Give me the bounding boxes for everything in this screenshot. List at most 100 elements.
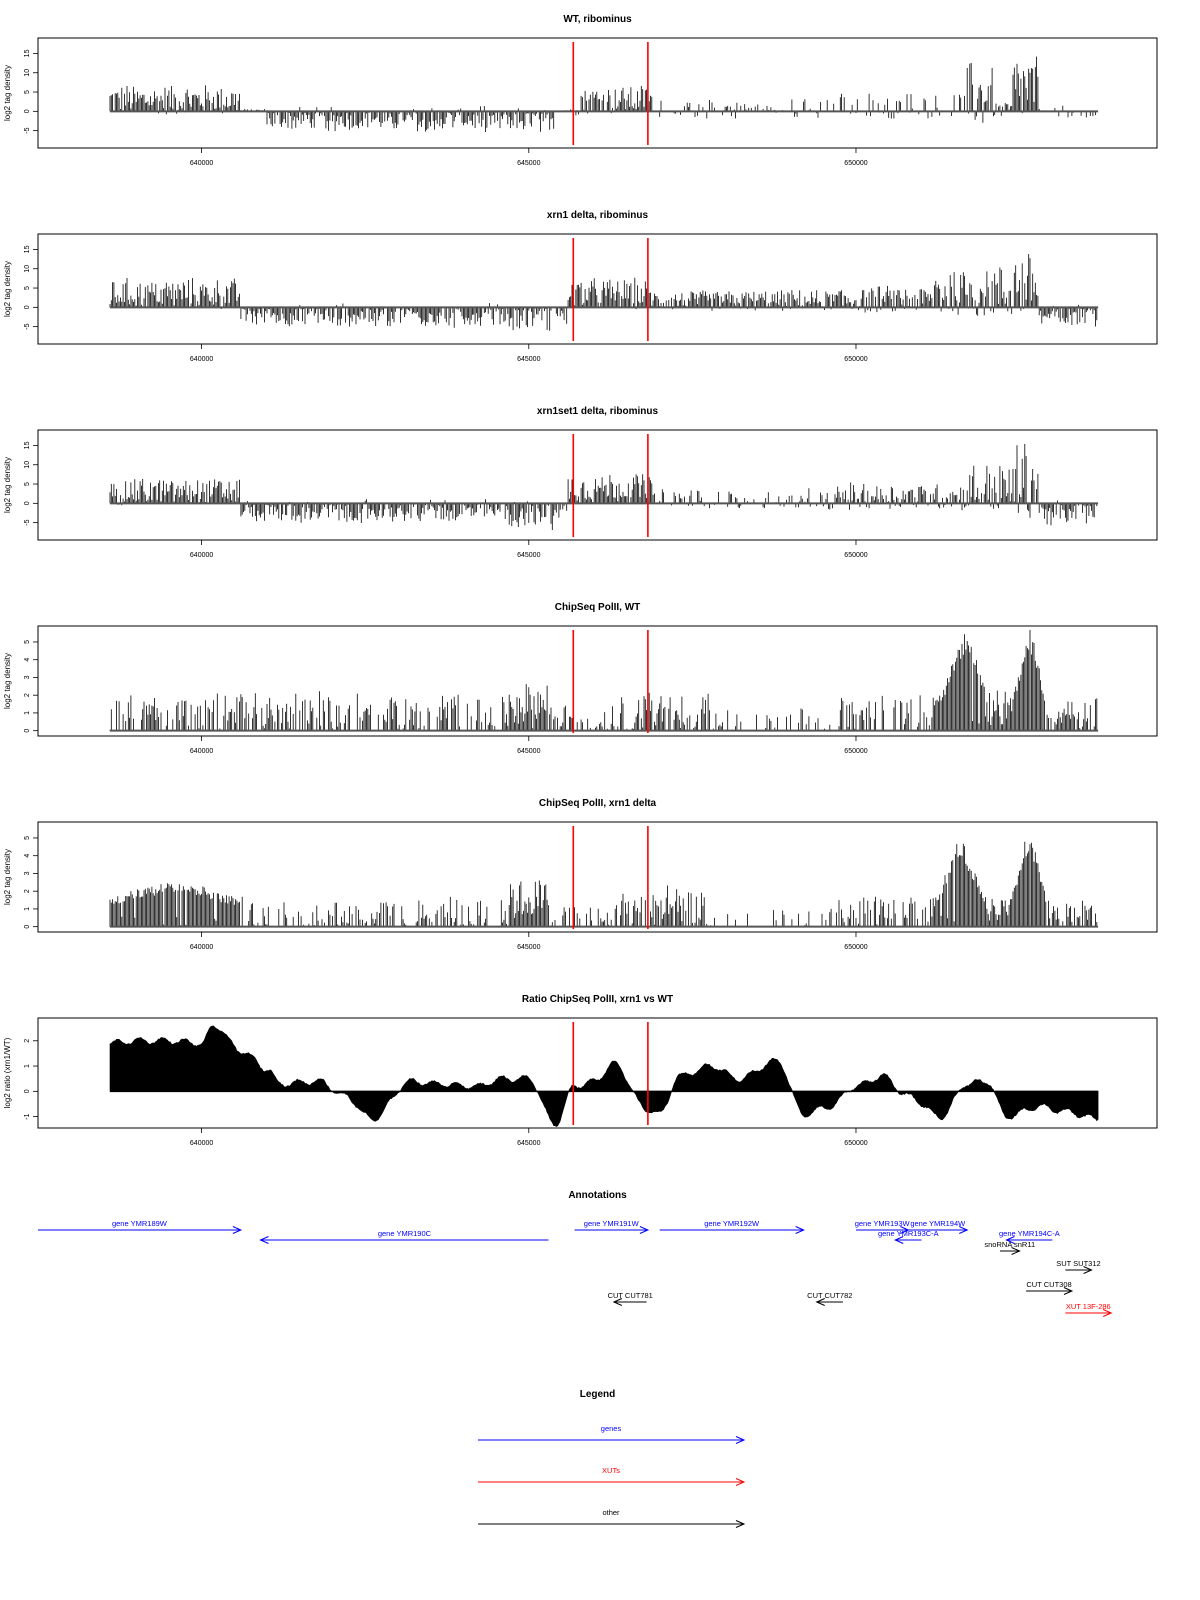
x-tick-label: 640000 bbox=[190, 160, 213, 167]
feature-label: CUT CUT781 bbox=[608, 1291, 653, 1300]
panel-ratio-xrn1-vs-wt: Ratio ChipSeq PolII, xrn1 vs WT log2 rati… bbox=[3, 994, 1158, 1147]
legend-item-genes: genes bbox=[478, 1424, 746, 1444]
annotations-track: Annotations gene YMR189W gene YMR190C gene … bbox=[38, 1190, 1113, 1317]
plot-frame bbox=[37, 821, 1158, 933]
x-tick-label: 640000 bbox=[190, 748, 213, 755]
feature-arrow-head bbox=[795, 1226, 805, 1234]
feature-label: snoRNA snR11 bbox=[984, 1240, 1035, 1249]
legend-arrow-head bbox=[735, 1478, 746, 1486]
legend-item-other: other bbox=[478, 1508, 746, 1528]
x-tick-label: 645000 bbox=[517, 748, 540, 755]
x-tick-label: 650000 bbox=[844, 1140, 867, 1147]
y-tick-label: 0 bbox=[24, 729, 31, 733]
y-axis-label: log2 tag density bbox=[3, 65, 12, 121]
feature-gene-ymr191w: gene YMR191W bbox=[574, 1219, 650, 1234]
feature-label: CUT CUT782 bbox=[807, 1291, 852, 1300]
y-tick-label: 2 bbox=[24, 1039, 31, 1043]
feature-gene-ymr193w: gene YMR193W bbox=[855, 1219, 911, 1234]
panel-title: ChipSeq PolII, WT bbox=[555, 602, 641, 613]
feature-arrow-head bbox=[612, 1298, 623, 1306]
feature-gene-ymr194w: gene YMR194W bbox=[908, 1219, 969, 1234]
plot-frame bbox=[37, 1017, 1158, 1129]
x-tick-label: 650000 bbox=[844, 748, 867, 755]
feature-label: gene YMR190C bbox=[378, 1229, 432, 1238]
feature-arrow-head bbox=[893, 1236, 904, 1244]
feature-label: XUT 13F-286 bbox=[1066, 1302, 1111, 1311]
y-tick-label: 5 bbox=[24, 482, 31, 486]
y-tick-label: 15 bbox=[24, 245, 31, 253]
annotations-title: Annotations bbox=[568, 1190, 627, 1201]
feature-gene-ymr190c: gene YMR190C bbox=[259, 1229, 549, 1244]
y-tick-label: -5 bbox=[24, 519, 31, 525]
signal-bars bbox=[109, 443, 1098, 530]
y-tick-label: 0 bbox=[24, 109, 31, 113]
feature-cut-cut781: CUT CUT781 bbox=[608, 1291, 653, 1306]
y-tick-label: -5 bbox=[24, 323, 31, 329]
feature-label: gene YMR193C-A bbox=[878, 1229, 939, 1238]
feature-gene-ymr189w: gene YMR189W bbox=[38, 1219, 243, 1234]
panel-title: WT, ribominus bbox=[563, 14, 632, 25]
panel-xrn1-ribominus: xrn1 delta, ribominus log2 tag density -5 0… bbox=[3, 210, 1158, 363]
y-tick-label: 1 bbox=[24, 711, 31, 715]
signal-bars bbox=[109, 630, 1098, 731]
feature-label: gene YMR194C-A bbox=[999, 1229, 1060, 1238]
legend-arrow-head bbox=[735, 1520, 746, 1528]
feature-arrow-head bbox=[1102, 1309, 1113, 1317]
y-tick-label: 2 bbox=[24, 889, 31, 893]
panel-chipseq-polii-xrn1: ChipSeq PolII, xrn1 delta log2 tag densit… bbox=[3, 798, 1158, 951]
y-tick-label: 15 bbox=[24, 441, 31, 449]
legend-label: XUTs bbox=[602, 1466, 620, 1475]
legend-arrow-head bbox=[735, 1436, 746, 1444]
feature-arrow-head bbox=[1063, 1287, 1074, 1295]
panel-title: xrn1 delta, ribominus bbox=[547, 210, 649, 221]
y-axis-label: log2 tag density bbox=[3, 653, 12, 709]
panel-title: xrn1set1 delta, ribominus bbox=[537, 406, 659, 417]
y-tick-label: 3 bbox=[24, 675, 31, 679]
feature-label: gene YMR192W bbox=[704, 1219, 760, 1228]
feature-arrow-head bbox=[639, 1226, 650, 1234]
y-tick-label: 5 bbox=[24, 836, 31, 840]
y-tick-label: 0 bbox=[24, 501, 31, 505]
plot-frame bbox=[37, 233, 1158, 345]
y-tick-label: 10 bbox=[24, 69, 31, 77]
y-tick-label: 5 bbox=[24, 640, 31, 644]
x-tick-label: 645000 bbox=[517, 552, 540, 559]
x-tick-label: 650000 bbox=[844, 552, 867, 559]
signal-bars bbox=[109, 254, 1098, 331]
feature-arrow-head bbox=[959, 1226, 969, 1234]
panel-wt-ribominus: WT, ribominus log2 tag density -5 0 5 10 15 640… bbox=[3, 14, 1158, 167]
plot-frame bbox=[37, 429, 1158, 541]
y-tick-label: 5 bbox=[24, 90, 31, 94]
plot-frame bbox=[37, 625, 1158, 737]
feature-gene-ymr194c-a: gene YMR194C-A bbox=[999, 1229, 1060, 1244]
y-tick-label: 10 bbox=[24, 265, 31, 273]
x-tick-label: 650000 bbox=[844, 944, 867, 951]
feature-arrow-head bbox=[1005, 1236, 1015, 1244]
feature-xut-13f-286: XUT 13F-286 bbox=[1065, 1302, 1113, 1317]
y-tick-label: 0 bbox=[24, 925, 31, 929]
legend-label: genes bbox=[601, 1424, 622, 1433]
legend: Legend genes XUTs other bbox=[478, 1389, 746, 1528]
plot-frame bbox=[37, 37, 1158, 149]
panel-xrn1set1-ribominus: xrn1set1 delta, ribominus log2 tag densit… bbox=[3, 406, 1158, 559]
y-axis-label: log2 ratio (xrn1/WT) bbox=[3, 1037, 12, 1108]
y-tick-label: 15 bbox=[24, 49, 31, 57]
panel-chipseq-polii-wt: ChipSeq PolII, WT log2 tag density 0 1 2 3 4 5 6… bbox=[3, 602, 1158, 755]
y-tick-label: 5 bbox=[24, 286, 31, 290]
y-tick-label: 0 bbox=[24, 305, 31, 309]
y-axis-label: log2 tag density bbox=[3, 261, 12, 317]
x-tick-label: 650000 bbox=[844, 160, 867, 167]
y-axis-label: log2 tag density bbox=[3, 457, 12, 513]
feature-snorna-snr11: snoRNA snR11 bbox=[984, 1240, 1035, 1255]
ratio-area bbox=[109, 1025, 1099, 1127]
feature-sut-sut312: SUT SUT312 bbox=[1056, 1259, 1101, 1274]
feature-label: gene YMR189W bbox=[112, 1219, 168, 1228]
feature-arrow-head bbox=[815, 1298, 825, 1306]
feature-cut-cut782: CUT CUT782 bbox=[807, 1291, 852, 1306]
legend-item-xuts: XUTs bbox=[478, 1466, 746, 1486]
signal-bars bbox=[109, 56, 1096, 132]
legend-title: Legend bbox=[580, 1389, 616, 1400]
feature-label: gene YMR194W bbox=[910, 1219, 966, 1228]
feature-arrow-head bbox=[259, 1236, 269, 1244]
